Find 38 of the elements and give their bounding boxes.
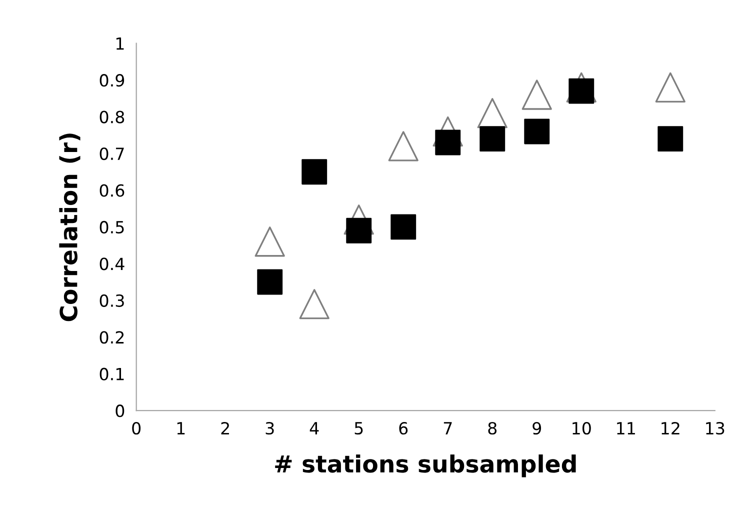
- x-tick-label: 0: [132, 422, 141, 435]
- x-tick-label: 8: [488, 422, 497, 435]
- y-tick-label: 0.5: [100, 220, 124, 234]
- x-tick-label: 10: [572, 422, 591, 435]
- y-tick-label: 0: [116, 404, 124, 418]
- x-tick-label: 2: [221, 422, 229, 434]
- point: [480, 126, 506, 152]
- x-tick-label: 3: [266, 422, 274, 435]
- x-tick-label: 9: [532, 422, 542, 435]
- y-tick-label: 0.2: [100, 331, 124, 344]
- y-tick-label: 0.7: [100, 147, 124, 160]
- x-tick-label: 4: [310, 422, 319, 434]
- y-tick-label: 0.3: [100, 294, 124, 307]
- y-axis-title: Correlation (r): [59, 134, 80, 322]
- x-tick-label: 13: [706, 422, 724, 435]
- point: [655, 72, 686, 102]
- y-tick-label: 0.6: [100, 184, 124, 197]
- x-tick-label: 6: [399, 422, 408, 435]
- x-tick-label: 12: [662, 422, 680, 434]
- x-tick-label: 1: [177, 422, 185, 434]
- x-tick-label: 5: [354, 422, 363, 435]
- y-tick-label: 0.4: [100, 258, 124, 270]
- y-tick-label: 0.8: [100, 110, 124, 124]
- point: [302, 159, 328, 185]
- point: [388, 131, 418, 162]
- x-tick-label: 11: [617, 422, 635, 434]
- point: [299, 288, 330, 320]
- point: [522, 80, 552, 110]
- point: [390, 214, 416, 240]
- point: [257, 269, 283, 295]
- point: [254, 226, 285, 257]
- x-axis-title: # stations subsampled: [275, 454, 576, 478]
- point: [658, 126, 684, 152]
- y-tick-label: 1: [116, 38, 124, 50]
- x-tick-label: 7: [444, 422, 452, 434]
- y-tick-label: 0.9: [100, 74, 124, 87]
- y-tick-label: 0.1: [100, 368, 124, 380]
- point: [524, 118, 550, 144]
